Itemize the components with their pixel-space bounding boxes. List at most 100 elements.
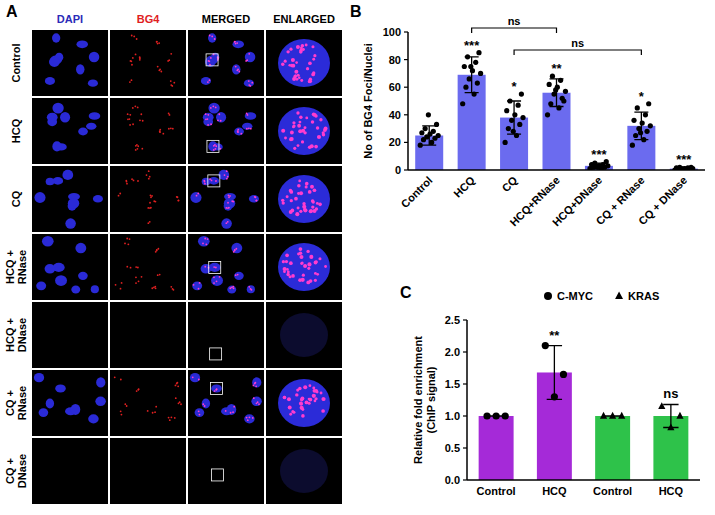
focus [228,196,230,198]
point [426,112,431,117]
point [462,64,467,69]
focus-enlarged [298,180,301,183]
focus-enlarged [318,257,321,260]
focus-enlarged [312,58,315,61]
focus [237,129,239,131]
bar [595,416,630,480]
row-label-line: DNase [16,318,28,352]
point [429,140,434,145]
point [467,76,472,81]
focus [220,120,222,122]
focus-enlarged [299,255,303,259]
focus [248,127,250,129]
category-label: HCQ [451,174,477,200]
focus [204,266,206,268]
nucleus [45,77,55,85]
focus [215,148,217,150]
point [514,133,519,138]
nucleus [46,399,54,409]
focus [158,69,160,71]
focus [177,196,179,198]
axis-title: Relative fold enrichment(ChIP signal) [412,336,437,464]
nucleus [252,377,261,387]
micrograph [188,438,264,504]
focus [208,60,210,62]
point [436,133,441,138]
focus [138,280,140,282]
nucleus [211,275,223,286]
focus [176,383,178,385]
focus-enlarged [309,209,313,213]
focus-enlarged [290,131,294,135]
focus [131,64,133,66]
focus [141,276,143,278]
tick-label: 2.5 [445,314,460,326]
row-label: CQ +RNase [4,386,28,420]
focus [121,414,123,416]
focus-enlarged [291,274,295,278]
row-label-line: HCQ + [4,318,16,352]
focus [215,145,217,147]
micrograph-ground [188,98,264,164]
nucleus [55,384,66,392]
focus [236,42,238,44]
figure: ADAPIBG4MERGEDENLARGEDControlHCQCQHCQ +R… [0,0,715,515]
focus [127,118,129,120]
focus [159,274,161,276]
focus [160,71,162,73]
focus-enlarged [299,191,303,195]
nucleus [208,33,216,42]
focus-enlarged [284,60,287,63]
focus-enlarged [292,64,296,68]
focus [153,287,155,289]
point [551,393,558,400]
focus [238,71,240,73]
focus-enlarged [300,262,303,265]
micrograph-ground [110,98,186,164]
point [646,101,651,106]
focus-enlarged [305,44,308,47]
focus [193,284,195,286]
micrograph-ground [32,438,108,504]
point [504,108,509,113]
micrograph [188,30,264,96]
focus [120,410,122,412]
focus [231,287,233,289]
focus-enlarged [295,212,299,216]
nucleus [75,243,86,253]
point [519,92,524,97]
focus [228,207,230,209]
focus [130,60,132,62]
nucleus [192,281,202,290]
focus-enlarged [281,129,285,133]
focus [153,200,155,202]
focus-enlarged [308,80,311,83]
bar [653,416,688,480]
point [516,103,521,108]
focus [210,107,212,109]
focus-enlarged [319,118,322,121]
focus [168,59,170,61]
focus [126,181,128,183]
focus [124,242,126,244]
nucleus [76,40,88,48]
focus-enlarged [302,48,305,51]
micrograph [32,98,108,164]
focus [219,276,221,278]
point [517,122,522,127]
micrograph-ground [188,370,264,436]
point [493,412,500,419]
focus-enlarged [291,58,295,62]
focus-enlarged [299,116,302,119]
nucleus [52,103,63,114]
point [431,129,436,134]
focus-enlarged [288,406,292,410]
point [509,118,514,123]
point [463,85,468,90]
focus [254,383,256,385]
nucleus [232,40,244,48]
focus [129,238,131,240]
focus [132,123,134,125]
point [419,130,424,135]
nucleus [195,408,205,417]
